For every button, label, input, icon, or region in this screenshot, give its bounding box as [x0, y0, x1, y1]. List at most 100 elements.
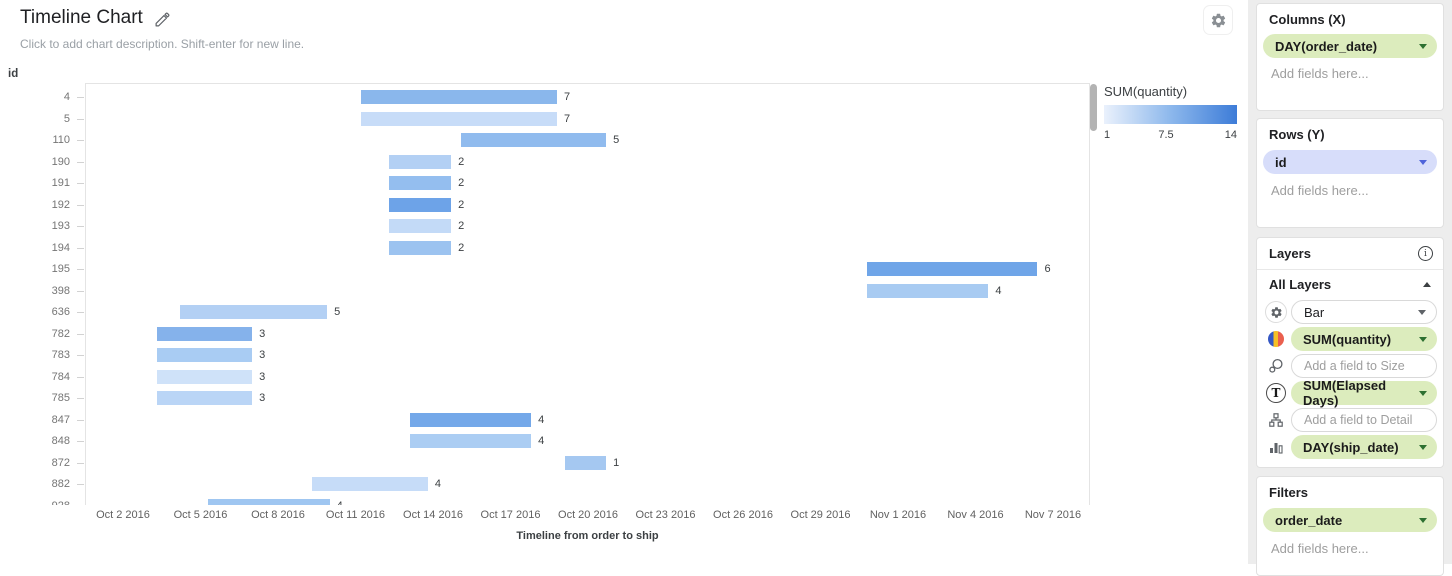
chevron-down-icon[interactable]: [1419, 517, 1427, 523]
field-config-panel: Columns (X) DAY(order_date) Add fields h…: [1248, 0, 1452, 576]
y-axis-tick: [77, 398, 84, 399]
chart-settings-button[interactable]: [1203, 5, 1233, 35]
y-axis-tick: [77, 118, 84, 120]
x-axis-tick-label: Oct 5 2016: [173, 509, 228, 521]
y-axis-tick-label: 191: [51, 177, 70, 189]
timeline-bar-id-785[interactable]: [156, 391, 253, 405]
bar-value-label: 2: [458, 177, 465, 189]
bar-value-label: 3: [259, 392, 266, 404]
y-axis-tick-label: 193: [51, 220, 70, 232]
chevron-down-icon[interactable]: [1419, 444, 1427, 450]
x-axis-tick-label: Oct 2 2016: [96, 509, 150, 521]
chevron-down-icon[interactable]: [1418, 309, 1426, 315]
y-axis-tick-label: 882: [51, 478, 70, 490]
timeline-bar-id-193[interactable]: [389, 219, 452, 233]
chart-bars-icon: [1263, 435, 1289, 459]
field-chip-label: SUM(Elapsed Days): [1303, 378, 1387, 408]
field-chip-sum-quantity[interactable]: SUM(quantity): [1291, 327, 1437, 351]
field-chip-label: SUM(quantity): [1303, 331, 1392, 347]
timeline-bar-id-398[interactable]: [866, 283, 989, 298]
columns-x-section: Columns (X) DAY(order_date) Add fields h…: [1256, 3, 1444, 111]
timeline-bar-id-195[interactable]: [866, 262, 1038, 276]
timeline-bar-id-783[interactable]: [156, 348, 253, 362]
chevron-down-icon[interactable]: [1419, 336, 1427, 342]
rows-y-header: Rows (Y): [1269, 127, 1325, 142]
bar-value-label: 4: [434, 478, 441, 490]
add-detail-field-dropzone[interactable]: Add a field to Detail: [1291, 408, 1437, 432]
add-fields-dropzone[interactable]: Add fields here...: [1271, 541, 1369, 556]
timeline-bar-id-191[interactable]: [389, 176, 452, 190]
timeline-bar-id-847[interactable]: [409, 412, 532, 427]
bar-value-label: 4: [995, 284, 1002, 297]
bar-value-label: 7: [563, 91, 571, 103]
y-axis-tick: [77, 269, 84, 270]
y-axis-tick-label: 783: [51, 349, 70, 361]
chevron-down-icon[interactable]: [1419, 43, 1427, 49]
layer-type-row: Bar: [1263, 300, 1437, 324]
field-chip-label: DAY(order_date): [1275, 38, 1378, 54]
y-axis-tick-label: 784: [51, 370, 70, 383]
chevron-down-icon[interactable]: [1419, 390, 1427, 396]
filters-section: Filters order_date Add fields here...: [1256, 476, 1444, 576]
y-axis-tick-label: 785: [51, 392, 70, 404]
y-axis-tick: [77, 226, 84, 227]
timeline-bar-id-782[interactable]: [156, 326, 253, 341]
timeline-bar-id-848[interactable]: [409, 434, 532, 448]
timeline-bar-id-194[interactable]: [389, 240, 452, 255]
bar-value-label: 4: [538, 413, 545, 426]
layer-type-dropdown[interactable]: Bar: [1291, 300, 1437, 324]
bar-value-label: 6: [1044, 263, 1051, 275]
timeline-bar-id-872[interactable]: [564, 455, 607, 470]
legend-min-label: 1: [1104, 129, 1111, 141]
timeline-bar-id-636[interactable]: [179, 305, 328, 319]
page-title: Timeline Chart: [20, 7, 143, 28]
add-size-field-dropzone[interactable]: Add a field to Size: [1291, 354, 1437, 378]
x-axis: Oct 2 2016 Oct 5 2016 Oct 8 2016 Oct 11 201…: [0, 505, 1120, 525]
vertical-scrollbar[interactable]: [1090, 84, 1097, 131]
bar-value-label: 2: [458, 220, 465, 232]
field-chip-order-date-x[interactable]: DAY(order_date): [1263, 34, 1437, 58]
y-axis-tick: [77, 419, 84, 421]
x-axis-tick-label: Oct 17 2016: [480, 509, 541, 521]
layer-type-value: Bar: [1304, 304, 1325, 320]
x-axis-tick-label: Oct 14 2016: [403, 509, 463, 521]
field-chip-id[interactable]: id: [1263, 150, 1437, 174]
y-axis-tick: [77, 97, 84, 98]
pencil-icon[interactable]: [154, 11, 171, 28]
y-axis-tick: [77, 161, 84, 163]
y-axis-tick-label: 848: [51, 435, 70, 447]
info-icon[interactable]: i: [1418, 246, 1433, 261]
chevron-up-icon[interactable]: [1423, 282, 1431, 287]
size-field-row: Add a field to Size: [1263, 354, 1437, 378]
y-axis-tick: [77, 376, 84, 378]
field-chip-order-date-filter[interactable]: order_date: [1263, 508, 1437, 532]
filters-header: Filters: [1269, 485, 1309, 500]
y-axis-title: id: [8, 68, 19, 80]
y-axis-tick: [77, 312, 84, 313]
timeline-bar-id-928[interactable]: [208, 498, 330, 505]
timeline-bar-id-784[interactable]: [156, 369, 253, 384]
field-chip-sum-elapsed-days[interactable]: SUM(Elapsed Days): [1291, 378, 1437, 408]
add-fields-dropzone[interactable]: Add fields here...: [1271, 183, 1369, 198]
x-axis-tick-label: Oct 8 2016: [251, 509, 305, 521]
x-axis-tick-label: Nov 1 2016: [869, 509, 927, 521]
timeline-bar-id-4[interactable]: [360, 90, 557, 104]
legend-max-label: 14: [1224, 129, 1237, 141]
y-axis-tick: [77, 484, 84, 485]
y-axis-tick-label: 872: [51, 456, 70, 469]
timeline-bar-id-190[interactable]: [389, 154, 452, 169]
y-axis-tick-label: 195: [51, 263, 70, 275]
add-fields-dropzone[interactable]: Add fields here...: [1271, 66, 1369, 81]
y-axis-tick-label: 636: [51, 306, 70, 318]
timeline-bar-id-882[interactable]: [311, 477, 428, 491]
timeline-bar-id-5[interactable]: [360, 111, 557, 126]
legend-mid-label: 7.5: [1158, 129, 1174, 141]
timeline-bar-id-110[interactable]: [461, 133, 607, 147]
chevron-down-icon[interactable]: [1419, 159, 1427, 165]
columns-x-header: Columns (X): [1269, 12, 1346, 27]
chart-description[interactable]: Click to add chart description. Shift-en…: [20, 37, 305, 51]
field-chip-day-ship-date[interactable]: DAY(ship_date): [1291, 435, 1437, 459]
x-axis-title: Timeline from order to ship: [516, 530, 659, 542]
gear-icon: [1263, 300, 1289, 324]
timeline-bar-id-192[interactable]: [389, 197, 452, 212]
